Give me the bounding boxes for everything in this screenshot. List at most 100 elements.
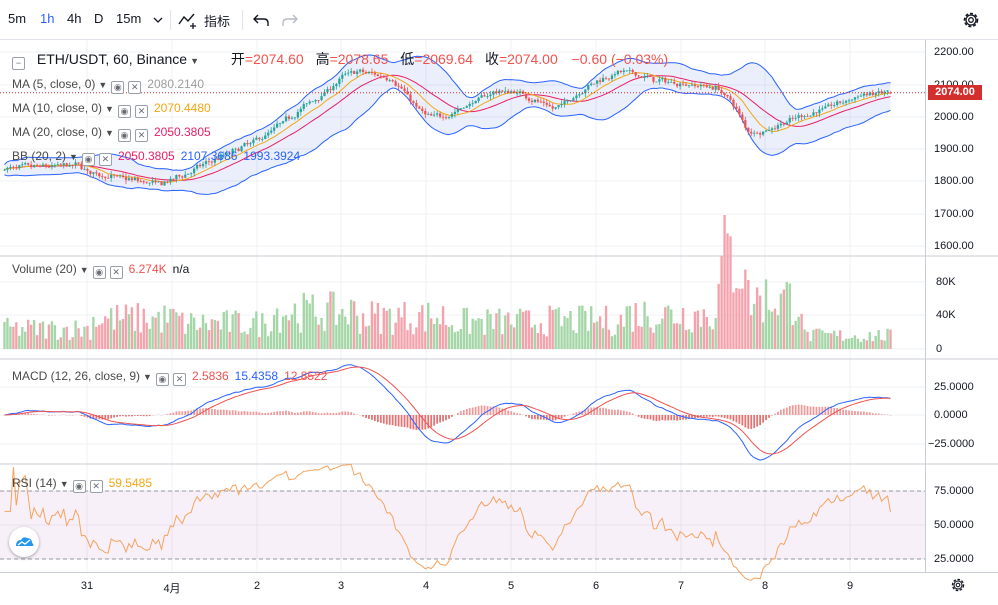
interval-4h[interactable]: 4h (67, 11, 82, 26)
candle (658, 75, 661, 85)
macd-tick: 25.0000 (934, 381, 974, 393)
volume-bar (459, 328, 463, 349)
macd-hist-bar (747, 415, 750, 429)
macd-hist-bar (608, 409, 610, 415)
legend-bb[interactable]: BB (20, 2) ▼ ◉ ✕ 2050.3805 2107.3686 1993.3924 (12, 148, 300, 166)
macd-hist-bar (744, 415, 747, 428)
macd-hist-bar (768, 415, 770, 418)
candle-body (344, 73, 347, 75)
volume-bar (237, 313, 240, 349)
candle-body (587, 84, 590, 90)
volume-bar (551, 309, 554, 349)
macd-hist-bar (208, 408, 210, 415)
close-label: 收 (484, 51, 499, 67)
candle-body (32, 164, 36, 168)
candle-body (773, 128, 777, 130)
volume-bar (841, 340, 845, 349)
candle-body (850, 99, 854, 101)
volume-bar (403, 301, 406, 349)
candle (104, 176, 107, 182)
chevron-down-icon[interactable] (153, 15, 163, 25)
symbol-title[interactable]: ETH/USDT, 60, Binance (36, 51, 188, 67)
volume-bar (542, 334, 545, 349)
candle (222, 151, 225, 158)
volume-bar (696, 310, 700, 349)
volume-bar (776, 315, 780, 349)
volume-bar (252, 318, 255, 349)
settings-icon[interactable] (961, 10, 981, 30)
candle-body (723, 92, 726, 96)
candle-body (41, 164, 45, 167)
candle (462, 107, 465, 110)
indicator-icon[interactable] (178, 11, 200, 29)
candle (818, 105, 821, 118)
legend-macd[interactable]: MACD (12, 26, close, 9) ▼ ◉ ✕ 2.5836 15.4358 1… (12, 368, 327, 386)
macd-hist-bar (267, 412, 270, 415)
macd-hist-bar (388, 415, 391, 425)
indicators-button[interactable]: 指标 (204, 14, 231, 29)
chevron-down-icon[interactable]: ▼ (190, 56, 199, 66)
candle (616, 70, 620, 76)
macd-hist-bar (750, 415, 753, 430)
volume-bar (154, 317, 157, 349)
interval-d[interactable]: D (94, 11, 104, 26)
volume-bar (302, 292, 305, 349)
macd-hist-bar (80, 415, 83, 417)
volume-bar (818, 328, 821, 349)
candle (335, 82, 338, 90)
candle (169, 176, 172, 185)
candle-body (729, 96, 732, 100)
legend-volume[interactable]: Volume (20) ▼ ◉ ✕ 6.274K n/a (12, 261, 189, 279)
chart-canvas[interactable] (0, 40, 998, 605)
candle-body (575, 95, 578, 99)
candle-body (151, 180, 154, 183)
undo-icon[interactable] (253, 12, 269, 28)
macd-hist-bar (575, 412, 578, 415)
macd-hist-bar (534, 415, 536, 420)
collapse-icon[interactable]: − (12, 57, 25, 70)
macd-hist-bar (557, 415, 560, 420)
tradingview-logo-icon[interactable] (9, 527, 39, 557)
legend-ma10[interactable]: MA (10, close, 0) ▼ ◉ ✕ 2070.4480 (12, 100, 211, 118)
macd-hist-bar (409, 415, 412, 429)
candle-body (252, 139, 255, 144)
interval-15m[interactable]: 15m (116, 11, 142, 26)
interval-5m[interactable]: 5m (8, 11, 27, 26)
candle-body (415, 102, 418, 107)
candle (264, 131, 267, 140)
candle (770, 126, 774, 134)
candle (50, 161, 54, 170)
candle-body (584, 89, 587, 94)
candle (468, 101, 471, 110)
volume-bar (862, 338, 866, 349)
candle (195, 162, 199, 171)
macd-hist-bar (320, 413, 323, 415)
volume-bar (619, 314, 623, 349)
candle (459, 108, 462, 111)
candle-body (406, 91, 409, 95)
redo-icon[interactable] (282, 12, 298, 28)
candle (83, 166, 86, 171)
legend-ma20[interactable]: MA (20, close, 0) ▼ ◉ ✕ 2050.3805 (12, 124, 211, 142)
volume-bar (24, 331, 27, 349)
indicator-name: MA (5, close, 0) (12, 77, 96, 91)
macd-hist-bar (528, 415, 530, 418)
legend-ma5[interactable]: MA (5, close, 0) ▼ ◉ ✕ 2080.2140 (12, 76, 204, 94)
candle (516, 89, 519, 96)
legend-rsi[interactable]: RSI (14) ▼ ◉ ✕ 59.5485 (12, 475, 152, 493)
candle-body (886, 90, 889, 92)
candle-body (815, 112, 818, 114)
candle (877, 88, 880, 97)
candle (693, 81, 697, 89)
volume-bar (355, 315, 359, 349)
candle (501, 89, 504, 93)
volume-bar (281, 316, 285, 349)
candle (353, 70, 356, 75)
interval-1h[interactable]: 1h (40, 11, 55, 26)
macd-hist-bar (501, 408, 504, 415)
macd-hist-bar (676, 415, 679, 421)
price-tick: 1800.00 (934, 175, 974, 187)
candle (124, 173, 128, 184)
scale-settings-icon[interactable] (950, 577, 966, 593)
volume-bar (489, 313, 492, 349)
